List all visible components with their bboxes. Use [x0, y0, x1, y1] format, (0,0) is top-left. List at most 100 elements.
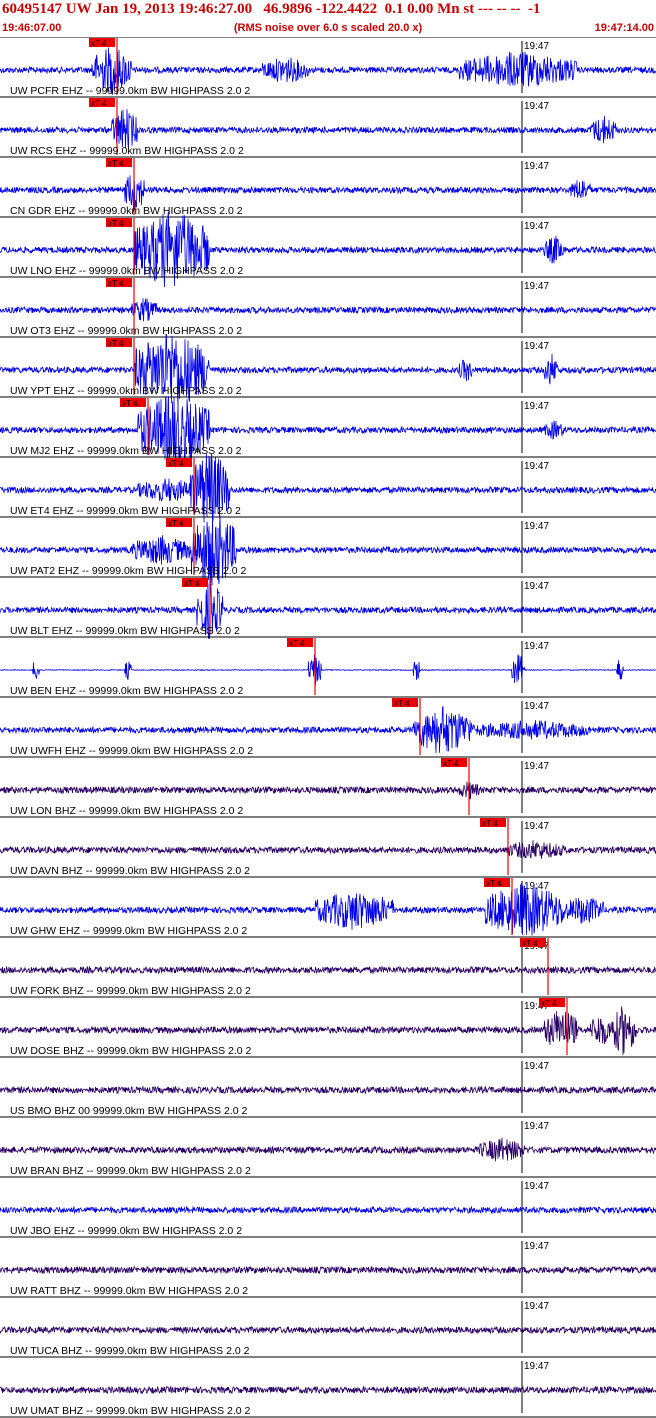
minute-marker-label: 19:47 — [524, 41, 549, 52]
pick-flag — [441, 758, 467, 767]
pick-flag — [106, 338, 132, 347]
pick-label: xT 4 — [91, 39, 107, 48]
plot-header: 60495147 UW Jan 19, 2013 19:46:27.00 46.… — [0, 0, 656, 36]
waveform-trace — [0, 1205, 656, 1215]
station-label: UW ET4 EHZ -- 99999.0km BW HIGHPASS 2.0 … — [10, 505, 241, 517]
pick-label: xT 4 — [108, 279, 124, 288]
minute-marker-label: 19:47 — [524, 701, 549, 712]
waveform-trace — [0, 840, 656, 859]
pick-label: xT 4 — [289, 639, 305, 648]
pick-label: xT 4 — [91, 99, 107, 108]
pick-flag — [520, 938, 546, 947]
waveform-trace — [0, 1085, 656, 1095]
pick-flag — [539, 998, 565, 1007]
waveform-trace — [0, 883, 656, 936]
minute-marker-label: 19:47 — [524, 281, 549, 292]
minute-marker-label: 19:47 — [524, 1181, 549, 1192]
waveform-trace — [0, 706, 656, 754]
pick-flag — [106, 218, 132, 227]
waveform-trace — [0, 298, 656, 322]
station-label: UW FORK BHZ -- 99999.0km BW HIGHPASS 2.0… — [10, 985, 251, 997]
station-label: UW UWFH EHZ -- 99999.0km BW HIGHPASS 2.0… — [10, 745, 253, 757]
minute-marker-label: 19:47 — [524, 881, 549, 892]
waveform-trace — [0, 109, 656, 149]
station-label: UW BLT EHZ -- 99999.0km BW HIGHPASS 2.0 … — [10, 625, 240, 637]
minute-marker-label: 19:47 — [524, 461, 549, 472]
waveform-trace — [0, 211, 656, 288]
event-title: 60495147 UW Jan 19, 2013 19:46:27.00 46.… — [2, 1, 541, 17]
start-time-label: 19:46:07.00 — [2, 22, 62, 34]
minute-marker-label: 19:47 — [524, 1361, 549, 1372]
station-label: UW PAT2 EHZ -- 99999.0km BW HIGHPASS 2.0… — [10, 565, 246, 577]
pick-flag — [106, 278, 132, 287]
pick-flag — [182, 578, 208, 587]
waveform-trace — [0, 175, 656, 212]
minute-marker-label: 19:47 — [524, 341, 549, 352]
pick-label: xT 4 — [108, 219, 124, 228]
minute-marker-label: 19:47 — [524, 221, 549, 232]
waveform-trace — [0, 965, 656, 975]
pick-label: xT 4 — [122, 399, 138, 408]
station-label: UW UMAT BHZ -- 99999.0km BW HIGHPASS 2.0… — [10, 1405, 251, 1417]
waveform-trace — [0, 1137, 656, 1162]
pick-label: xT 4 — [541, 999, 557, 1008]
station-label: UW OT3 EHZ -- 99999.0km BW HIGHPASS 2.0 … — [10, 325, 242, 337]
minute-marker-label: 19:47 — [524, 1001, 549, 1012]
pick-label: xT 4 — [108, 159, 124, 168]
waveform-trace — [0, 1325, 656, 1335]
end-time-label: 19:47:14.00 — [594, 22, 654, 34]
minute-marker-label: 19:47 — [524, 1301, 549, 1312]
waveform-trace — [0, 395, 656, 468]
minute-marker-label: 19:47 — [524, 1121, 549, 1132]
pick-label: xT 4 — [443, 759, 459, 768]
pick-label: xT 4 — [486, 879, 502, 888]
station-label: UW TUCA BHZ -- 99999.0km BW HIGHPASS 2.0… — [10, 1345, 250, 1357]
pick-flag — [480, 818, 506, 827]
waveform-trace — [0, 1265, 656, 1275]
station-label: UW BEN EHZ -- 99999.0km BW HIGHPASS 2.0 … — [10, 685, 243, 697]
station-label: UW GHW EHZ -- 99999.0km BW HIGHPASS 2.0 … — [10, 925, 247, 937]
station-label: US BMO BHZ 00 99999.0km BW HIGHPASS 2.0 … — [10, 1105, 247, 1117]
pick-label: xT 4 — [184, 579, 200, 588]
station-label: UW LNO EHZ -- 99999.0km BW HIGHPASS 2.0 … — [10, 265, 243, 277]
station-label: UW BRAN BHZ -- 99999.0km BW HIGHPASS 2.0… — [10, 1165, 251, 1177]
pick-flag — [166, 518, 192, 527]
station-label: UW RATT BHZ -- 99999.0km BW HIGHPASS 2.0… — [10, 1285, 248, 1297]
minute-marker-label: 19:47 — [524, 581, 549, 592]
waveform-trace — [0, 333, 656, 406]
minute-marker-label: 19:47 — [524, 101, 549, 112]
pick-flag — [166, 458, 192, 467]
waveform-trace — [0, 47, 656, 95]
waveform-trace — [0, 583, 656, 639]
station-label: UW LON BHZ -- 99999.0km BW HIGHPASS 2.0 … — [10, 805, 243, 817]
pick-label: xT 4 — [394, 699, 410, 708]
pick-flag — [484, 878, 510, 887]
pick-label: xT 4 — [108, 339, 124, 348]
pick-label: xT 4 — [168, 459, 184, 468]
station-label: UW YPT EHZ -- 99999.0km BW HIGHPASS 2.0 … — [10, 385, 242, 397]
pick-flag — [106, 158, 132, 167]
waveform-trace — [0, 654, 656, 687]
station-label: UW DAVN BHZ -- 99999.0km BW HIGHPASS 2.0… — [10, 865, 250, 877]
pick-label: xT 4 — [168, 519, 184, 528]
station-label: UW RCS EHZ -- 99999.0km BW HIGHPASS 2.0 … — [10, 145, 244, 157]
waveform-trace — [0, 1006, 656, 1056]
pick-label: xT 4 — [482, 819, 498, 828]
pick-flag — [89, 98, 115, 107]
minute-marker-label: 19:47 — [524, 641, 549, 652]
minute-marker-label: 19:47 — [524, 1241, 549, 1252]
minute-marker-label: 19:47 — [524, 761, 549, 772]
waveform-trace — [0, 509, 656, 587]
pick-flag — [287, 638, 313, 647]
pick-label: xT 4 — [522, 939, 538, 948]
pick-flag — [392, 698, 418, 707]
station-label: UW DOSE BHZ -- 99999.0km BW HIGHPASS 2.0… — [10, 1045, 252, 1057]
minute-marker-label: 19:47 — [524, 1061, 549, 1072]
minute-marker-label: 19:47 — [524, 161, 549, 172]
minute-marker-label: 19:47 — [524, 821, 549, 832]
station-label: UW PCFR EHZ -- 99999.0km BW HIGHPASS 2.0… — [10, 85, 250, 97]
station-label: UW MJ2 EHZ -- 99999.0km BW HIGHPASS 2.0 … — [10, 445, 242, 457]
rms-noise-note: (RMS noise over 6.0 s scaled 20.0 x) — [233, 22, 423, 34]
pick-flag — [89, 38, 115, 47]
